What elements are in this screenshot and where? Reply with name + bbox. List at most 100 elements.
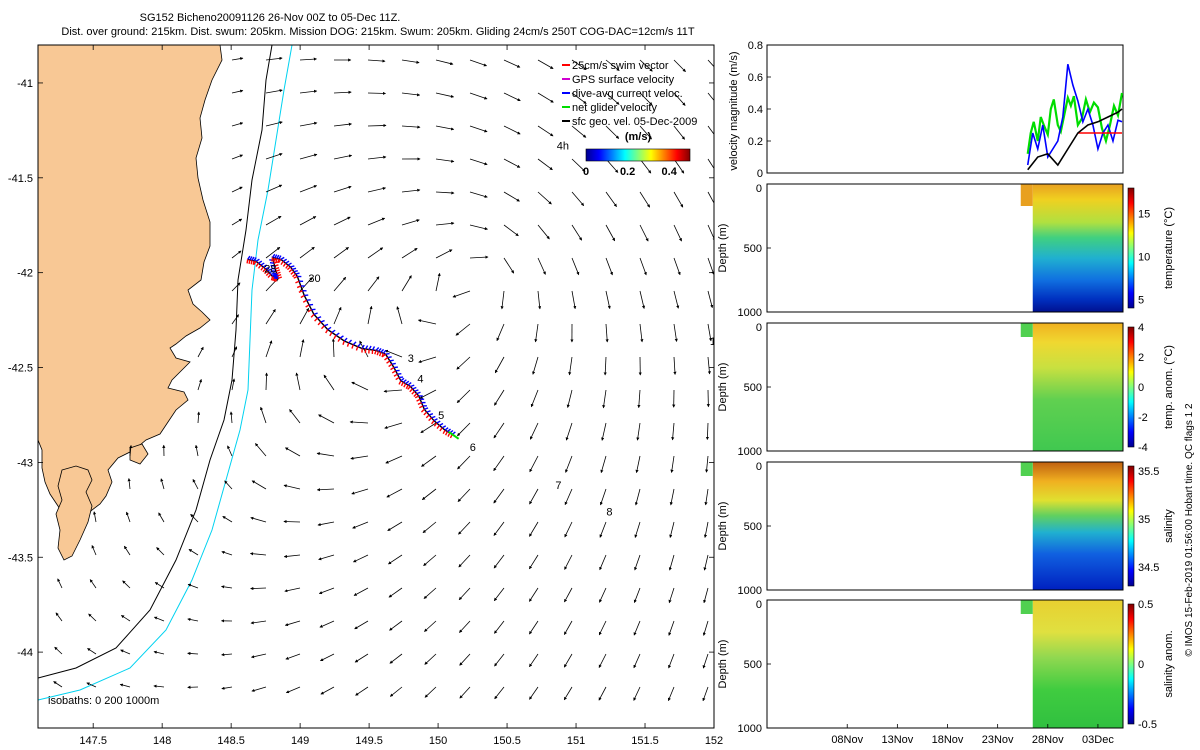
velocity-arrow xyxy=(250,516,267,523)
velocity-arrow xyxy=(53,681,63,688)
velocity-arrow xyxy=(283,554,301,559)
map-ytick-label: -42 xyxy=(17,268,33,280)
velocity-arrow xyxy=(299,216,317,226)
map-ytick-label: -43 xyxy=(17,457,33,469)
velocity-arrow xyxy=(333,306,342,325)
velocity-arrow xyxy=(187,583,199,589)
velocity-arrow xyxy=(265,340,273,358)
velocity-arrow xyxy=(702,620,709,636)
swim-vector xyxy=(293,275,298,279)
velocity-arrow xyxy=(265,152,283,160)
velocity-arrow xyxy=(564,521,573,538)
swim-vector xyxy=(388,363,393,368)
velocity-arrow xyxy=(385,455,403,464)
day-label: 5 xyxy=(438,410,444,422)
section-data xyxy=(1032,600,1123,728)
swim-vector xyxy=(300,294,305,299)
velocity-arrow xyxy=(88,613,97,622)
velocity-arrow xyxy=(707,290,714,309)
swim-vector xyxy=(260,266,264,271)
velocity-arrow xyxy=(401,275,412,292)
dive-avg-current-vector xyxy=(251,256,255,261)
swim-vector xyxy=(374,350,377,355)
section-ytick-label: 500 xyxy=(744,243,762,255)
section-xtick-label: 18Nov xyxy=(932,734,964,746)
section-colorbar-tick: 0.5 xyxy=(1138,599,1153,611)
swim-vector xyxy=(295,280,300,284)
velocity-arrow xyxy=(707,356,711,375)
velocity-arrow xyxy=(197,346,204,358)
velocity-arrow xyxy=(494,356,505,374)
dive-avg-current-vector xyxy=(270,264,275,267)
swim-vector xyxy=(444,431,449,436)
velocity-arrow xyxy=(333,247,349,259)
velocity-arrow xyxy=(435,221,455,226)
velocity-arrow xyxy=(493,422,505,439)
section-shallow-profile xyxy=(1020,184,1033,206)
velocity-arrow xyxy=(299,246,315,259)
velocity-arrow xyxy=(299,121,318,127)
swim-vector xyxy=(398,380,402,385)
velocity-arrow xyxy=(250,653,267,659)
velocity-arrow xyxy=(633,653,641,669)
velocity-ylabel: velocity magnitude (m/s) xyxy=(728,51,740,170)
section-colorbar-tick: -4 xyxy=(1138,442,1148,454)
velocity-arrow xyxy=(469,191,488,198)
dive-avg-current-vector xyxy=(405,380,410,385)
velocity-arrow xyxy=(705,422,710,441)
velocity-arrow xyxy=(320,686,335,695)
day-label: 8 xyxy=(606,507,612,519)
velocity-arrow xyxy=(227,445,233,457)
velocity-arrow xyxy=(221,686,233,690)
dive-avg-current-vector xyxy=(258,260,263,264)
dive-avg-current-vector xyxy=(412,386,417,390)
swim-vector xyxy=(277,276,283,280)
velocity-arrow xyxy=(605,257,613,276)
dive-avg-current-vector xyxy=(292,267,297,271)
dive-avg-current-vector xyxy=(253,257,257,262)
velocity-ytick-label: 0.4 xyxy=(748,104,763,116)
velocity-arrow xyxy=(424,686,437,698)
velocity-arrow xyxy=(197,378,203,391)
velocity-arrow xyxy=(633,587,641,604)
velocity-arrow xyxy=(224,480,233,490)
swim-vector xyxy=(285,264,289,269)
dive-avg-current-vector xyxy=(380,348,385,353)
velocity-arrow xyxy=(129,444,133,457)
velocity-arrow xyxy=(388,554,403,565)
map-xtick-label: 149.5 xyxy=(355,735,383,747)
velocity-arrow xyxy=(421,455,437,467)
velocity-arrow xyxy=(331,338,335,358)
velocity-arrow xyxy=(529,422,539,440)
velocity-arrow xyxy=(458,587,471,601)
velocity-arrow xyxy=(158,512,165,523)
velocity-arrow xyxy=(120,649,131,655)
velocity-arrow xyxy=(639,257,647,276)
section-ytick-label: 500 xyxy=(744,521,762,533)
velocity-arrow xyxy=(529,488,539,505)
dive-avg-current-vector xyxy=(343,337,348,342)
section-colorbar-tick: 2 xyxy=(1138,352,1144,364)
velocity-arrow xyxy=(503,224,519,237)
velocity-series-line xyxy=(1027,108,1123,171)
velocity-arrow xyxy=(264,372,269,391)
velocity-arrow xyxy=(529,455,539,473)
velocity-arrow xyxy=(231,346,238,358)
velocity-arrow xyxy=(639,59,653,72)
velocity-arrow xyxy=(458,521,471,535)
dive-avg-current-vector xyxy=(414,389,419,392)
section-ytick-label: 500 xyxy=(744,382,762,394)
velocity-arrow xyxy=(299,307,309,325)
velocity-arrow xyxy=(318,414,335,424)
dive-avg-current-vector xyxy=(271,253,276,258)
credit-text: © IMOS 15-Feb-2019 01:56:00 Hobart time.… xyxy=(1184,403,1195,656)
velocity-arrow xyxy=(456,389,471,403)
swim-vector xyxy=(436,424,441,430)
dive-avg-current-vector xyxy=(335,332,340,336)
section-ytick-label: 1000 xyxy=(738,446,762,458)
velocity-arrow xyxy=(231,89,244,94)
section-xtick-label: 08Nov xyxy=(831,734,863,746)
velocity-arrow xyxy=(571,290,577,310)
swim-vector xyxy=(262,268,267,273)
velocity-arrow xyxy=(299,185,318,193)
